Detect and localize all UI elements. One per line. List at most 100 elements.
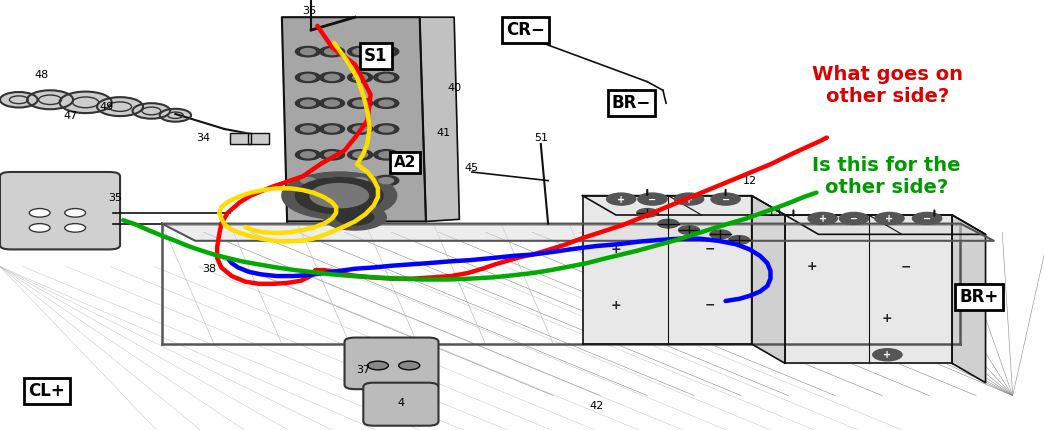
Circle shape bbox=[379, 126, 394, 132]
Text: −: − bbox=[705, 243, 715, 256]
Circle shape bbox=[379, 100, 394, 106]
Text: +: + bbox=[617, 195, 625, 205]
Circle shape bbox=[711, 193, 740, 205]
Bar bbox=[230, 133, 251, 144]
Circle shape bbox=[160, 109, 191, 122]
Text: 48: 48 bbox=[34, 70, 49, 80]
Text: What goes on
other side?: What goes on other side? bbox=[812, 65, 964, 107]
Bar bbox=[230, 133, 251, 144]
Circle shape bbox=[374, 72, 399, 83]
Text: CR−: CR− bbox=[505, 21, 545, 39]
Text: 40: 40 bbox=[447, 83, 461, 93]
Text: A2: A2 bbox=[394, 155, 417, 170]
Text: 42: 42 bbox=[589, 401, 603, 412]
Text: 47: 47 bbox=[64, 111, 78, 121]
Circle shape bbox=[325, 152, 339, 158]
Circle shape bbox=[353, 74, 367, 80]
Circle shape bbox=[301, 178, 315, 184]
Circle shape bbox=[319, 150, 345, 160]
Circle shape bbox=[65, 209, 86, 217]
Circle shape bbox=[301, 49, 315, 55]
Circle shape bbox=[367, 361, 388, 370]
Text: S1: S1 bbox=[364, 47, 387, 65]
Circle shape bbox=[29, 209, 50, 217]
Text: +: + bbox=[885, 214, 894, 224]
Circle shape bbox=[808, 212, 837, 224]
Circle shape bbox=[29, 224, 50, 232]
Text: −: − bbox=[648, 195, 657, 205]
Circle shape bbox=[710, 230, 731, 239]
Circle shape bbox=[399, 361, 420, 370]
Circle shape bbox=[839, 212, 869, 224]
Text: 12: 12 bbox=[742, 175, 757, 186]
Text: −: − bbox=[705, 299, 715, 312]
Text: BR−: BR− bbox=[612, 94, 651, 112]
Text: 45: 45 bbox=[465, 163, 479, 173]
Circle shape bbox=[295, 178, 383, 214]
Text: 36: 36 bbox=[302, 6, 316, 16]
Circle shape bbox=[374, 46, 399, 57]
Text: −: − bbox=[850, 214, 858, 224]
Circle shape bbox=[65, 224, 86, 232]
Text: 41: 41 bbox=[436, 128, 451, 138]
Bar bbox=[248, 133, 269, 144]
Polygon shape bbox=[785, 215, 986, 234]
Circle shape bbox=[60, 92, 112, 113]
Circle shape bbox=[301, 100, 315, 106]
Circle shape bbox=[310, 184, 369, 208]
Circle shape bbox=[607, 193, 636, 205]
Text: +: + bbox=[611, 299, 621, 312]
Circle shape bbox=[348, 150, 373, 160]
Circle shape bbox=[133, 103, 170, 119]
Text: −: − bbox=[923, 214, 931, 224]
Circle shape bbox=[325, 178, 339, 184]
Circle shape bbox=[336, 209, 374, 225]
Text: Is this for the
other side?: Is this for the other side? bbox=[812, 156, 960, 197]
Circle shape bbox=[0, 92, 38, 108]
Circle shape bbox=[325, 100, 339, 106]
Text: +: + bbox=[883, 350, 892, 360]
Circle shape bbox=[374, 124, 399, 134]
Polygon shape bbox=[583, 196, 785, 215]
Circle shape bbox=[348, 124, 373, 134]
Circle shape bbox=[295, 175, 321, 186]
Circle shape bbox=[324, 204, 386, 230]
Text: −: − bbox=[721, 195, 730, 205]
Circle shape bbox=[319, 175, 345, 186]
Circle shape bbox=[348, 98, 373, 108]
Circle shape bbox=[379, 49, 394, 55]
Circle shape bbox=[319, 98, 345, 108]
Circle shape bbox=[637, 209, 658, 217]
Text: +: + bbox=[882, 312, 893, 325]
Circle shape bbox=[295, 72, 321, 83]
Circle shape bbox=[319, 124, 345, 134]
Text: −: − bbox=[901, 260, 911, 273]
Circle shape bbox=[374, 98, 399, 108]
Circle shape bbox=[353, 100, 367, 106]
Circle shape bbox=[301, 152, 315, 158]
Circle shape bbox=[27, 90, 73, 109]
Text: 38: 38 bbox=[201, 264, 216, 274]
Circle shape bbox=[873, 349, 902, 361]
Circle shape bbox=[348, 46, 373, 57]
Circle shape bbox=[301, 126, 315, 132]
Circle shape bbox=[325, 126, 339, 132]
Circle shape bbox=[97, 97, 143, 116]
Circle shape bbox=[674, 193, 704, 205]
FancyBboxPatch shape bbox=[363, 383, 438, 426]
Circle shape bbox=[325, 49, 339, 55]
Circle shape bbox=[379, 178, 394, 184]
Polygon shape bbox=[420, 17, 459, 221]
Text: 49: 49 bbox=[99, 102, 114, 113]
Polygon shape bbox=[282, 17, 426, 221]
Bar bbox=[248, 133, 269, 144]
Circle shape bbox=[374, 150, 399, 160]
Circle shape bbox=[912, 212, 942, 224]
Circle shape bbox=[379, 152, 394, 158]
Text: 35: 35 bbox=[108, 193, 122, 203]
Circle shape bbox=[353, 49, 367, 55]
Text: +: + bbox=[807, 260, 817, 273]
Text: 13: 13 bbox=[767, 208, 782, 218]
Text: 34: 34 bbox=[196, 132, 211, 143]
Circle shape bbox=[379, 74, 394, 80]
